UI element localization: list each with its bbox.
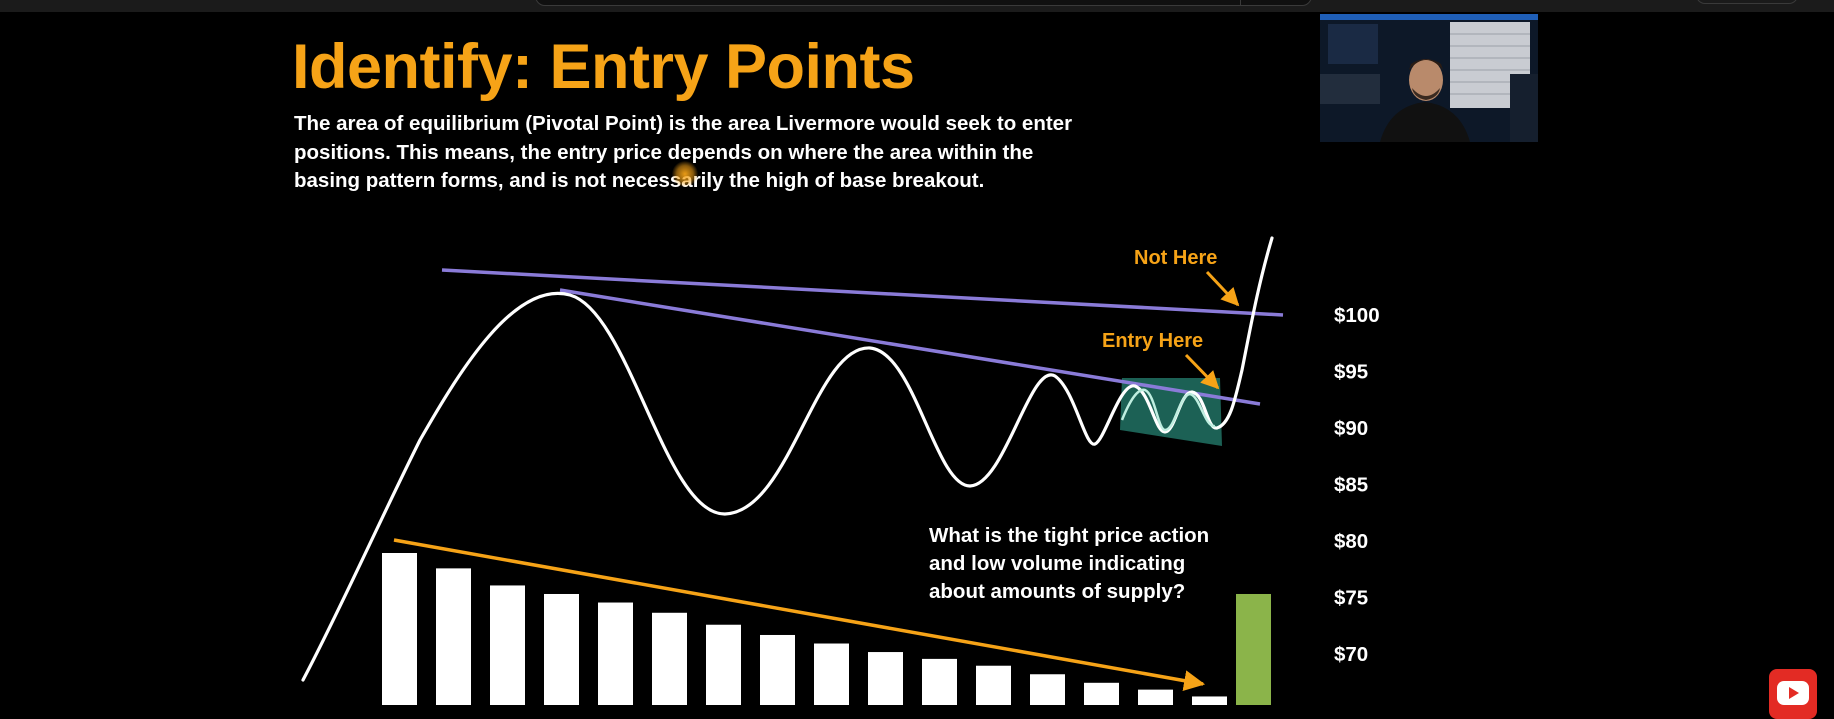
y-tick-label: $80	[1334, 530, 1368, 553]
y-tick-label: $95	[1334, 361, 1368, 384]
not-here-arrow	[1205, 270, 1240, 307]
top-right-button[interactable]	[1696, 0, 1798, 4]
pointer-highlight	[672, 161, 698, 187]
not-here-label: Not Here	[1134, 247, 1217, 269]
slide-intro-text: The area of equilibrium (Pivotal Point) …	[294, 112, 1073, 192]
play-icon	[1777, 681, 1809, 705]
volume-bar	[760, 634, 795, 705]
question-line-1: What is the tight price action	[929, 524, 1209, 547]
volume-bar	[382, 553, 417, 705]
y-tick-label: $100	[1334, 304, 1380, 327]
volume-bar	[598, 602, 633, 705]
volume-bar	[1030, 674, 1065, 705]
volume-bar	[976, 665, 1011, 705]
presentation-slide: Identify: Entry Points The area of equil…	[0, 12, 1834, 719]
entry-here-label: Entry Here	[1102, 330, 1203, 352]
volume-bar	[922, 658, 957, 705]
y-tick-label: $70	[1334, 643, 1368, 666]
search-bar[interactable]	[535, 0, 1312, 6]
y-axis-ticks: $100 $95 $90 $85 $80 $75 $70	[1334, 304, 1380, 666]
entry-zone-wave	[1120, 388, 1216, 432]
price-line	[301, 236, 1274, 682]
volume-bar	[706, 624, 741, 705]
volume-trendline	[393, 538, 1206, 692]
presenter-webcam	[1320, 14, 1538, 142]
entry-here-arrow	[1184, 353, 1220, 390]
volume-bar	[652, 612, 687, 705]
y-tick-label: $75	[1334, 587, 1368, 610]
volume-bar	[814, 643, 849, 705]
volume-bars	[382, 553, 1271, 705]
volume-bar	[1084, 682, 1119, 705]
entry-points-chart: $100 $95 $90 $85 $80 $75 $70 Not Here Entry He…	[301, 236, 1380, 705]
question-line-3: about amounts of supply?	[929, 580, 1185, 603]
y-tick-label: $85	[1334, 474, 1368, 497]
volume-bar	[868, 652, 903, 705]
volume-bar	[1192, 696, 1227, 705]
slide-title: Identify: Entry Points	[292, 32, 915, 102]
question-line-2: and low volume indicating	[929, 552, 1185, 575]
browser-top-bar	[0, 0, 1834, 12]
volume-bar	[1138, 689, 1173, 705]
descending-trendline	[559, 288, 1261, 406]
question-annotation: What is the tight price action and low v…	[929, 524, 1209, 603]
volume-bar	[436, 568, 471, 705]
volume-bar	[490, 585, 525, 705]
resistance-trendline	[441, 268, 1284, 317]
youtube-icon[interactable]	[1769, 669, 1817, 719]
breakout-volume-bar	[1236, 593, 1271, 705]
y-tick-label: $90	[1334, 417, 1368, 440]
volume-bar	[544, 593, 579, 705]
